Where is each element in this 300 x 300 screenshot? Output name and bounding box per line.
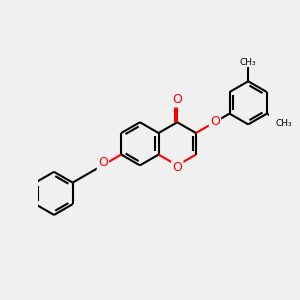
Text: CH₃: CH₃ <box>240 58 256 67</box>
Text: CH₃: CH₃ <box>275 119 292 128</box>
Text: O: O <box>172 93 182 106</box>
Text: O: O <box>210 115 220 128</box>
Text: O: O <box>172 161 182 174</box>
Text: O: O <box>98 156 108 169</box>
